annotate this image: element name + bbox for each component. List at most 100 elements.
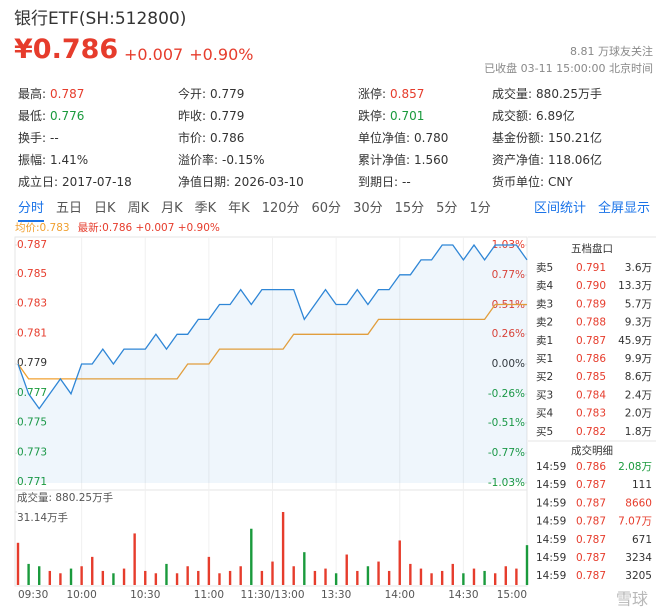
order-label: 卖3 <box>536 298 553 310</box>
period-tab[interactable]: 15分 <box>394 201 425 216</box>
stat-label: 最高: <box>18 86 47 101</box>
chart-link[interactable]: 区间统计 <box>533 201 586 216</box>
x-tick-label: 10:30 <box>130 589 160 601</box>
period-tab[interactable]: 5分 <box>436 201 458 216</box>
period-tab[interactable]: 季K <box>194 201 217 216</box>
trade-price: 0.787 <box>576 570 606 582</box>
period-tab[interactable]: 1分 <box>469 201 491 216</box>
stat-label: 基金份额: <box>492 130 545 145</box>
order-label: 卖5 <box>536 262 553 274</box>
y-tick-label: 0.787 <box>17 239 47 251</box>
x-tick-label: 14:00 <box>385 589 415 601</box>
period-tab[interactable]: 120分 <box>261 201 300 216</box>
period-tab[interactable]: 年K <box>228 201 250 216</box>
y-tick-label: 0.777 <box>17 387 47 399</box>
stats-cell: 成交量: 880.25万手 <box>492 85 652 102</box>
stats-cell: 成立日: 2017-07-18 <box>18 173 178 190</box>
y2-tick-label: -0.26% <box>488 388 525 400</box>
volume-bar <box>303 552 306 585</box>
volume-bar <box>112 573 115 585</box>
trade-price: 0.787 <box>576 552 606 564</box>
stats-cell: 今开: 0.779 <box>178 85 358 102</box>
stats-cell: 资产净值: 118.06亿 <box>492 151 652 168</box>
volume-bar <box>59 573 62 585</box>
stat-label: 资产净值: <box>492 152 545 167</box>
chart-links: 区间统计 全屏显示 <box>522 197 650 216</box>
x-tick-label: 11:30/13:00 <box>240 589 304 601</box>
stats-row: 最低: 0.776 昨收: 0.779 跌停: 0.701 成交额: 6.89亿 <box>18 104 656 126</box>
period-tab[interactable]: 月K <box>161 201 183 216</box>
volume-bar <box>80 566 83 585</box>
trade-time: 14:59 <box>536 570 566 582</box>
volume-bar <box>165 563 168 585</box>
chart-link[interactable]: 全屏显示 <box>597 201 650 216</box>
stat-value: 0.780 <box>414 130 449 145</box>
stats-row: 最高: 0.787 今开: 0.779 涨停: 0.857 成交量: 880.25万手 <box>18 82 656 104</box>
volume-bar <box>472 568 476 585</box>
followers[interactable]: 8.81 万球友关注 <box>570 45 653 58</box>
stat-label: 最低: <box>18 108 47 123</box>
order-volume: 13.3万 <box>618 280 652 292</box>
trade-time: 14:59 <box>536 552 566 564</box>
volume-bar <box>366 566 370 585</box>
market-status: 已收盘 03-11 15:00:00 北京时间 <box>484 62 653 75</box>
stat-value: -0.15% <box>222 152 265 167</box>
trade-time: 14:59 <box>536 479 566 491</box>
watermark: 雪球 <box>616 590 648 609</box>
stat-value: CNY <box>548 174 573 189</box>
stats-cell: 净值日期: 2026-03-10 <box>178 173 358 190</box>
trade-time: 14:59 <box>536 534 566 546</box>
stat-value: 1.560 <box>414 152 449 167</box>
order-price: 0.791 <box>576 262 606 274</box>
x-tick-label: 13:30 <box>321 589 351 601</box>
trade-volume: 671 <box>632 534 652 546</box>
stat-value: 150.21亿 <box>548 130 603 145</box>
order-label: 买4 <box>536 408 553 420</box>
stat-value: 118.06亿 <box>548 152 603 167</box>
stats-cell: 换手: -- <box>18 129 178 146</box>
period-tab[interactable]: 日K <box>94 201 116 216</box>
stats-row: 成立日: 2017-07-18 净值日期: 2026-03-10 到期日: -- 货币单位:… <box>18 170 656 192</box>
volume-bar <box>175 573 179 585</box>
order-volume: 9.3万 <box>625 317 652 329</box>
order-label: 卖4 <box>536 280 553 292</box>
period-tab[interactable]: 五日 <box>56 201 83 216</box>
order-label: 卖2 <box>536 317 553 329</box>
order-volume: 9.9万 <box>625 353 652 365</box>
y-tick-label: 0.785 <box>17 268 47 280</box>
y2-tick-label: 0.26% <box>492 328 525 340</box>
order-label: 买2 <box>536 371 553 383</box>
stats-cell: 溢价率: -0.15% <box>178 151 358 168</box>
volume-bar <box>409 563 412 585</box>
trade-time: 14:59 <box>536 497 566 509</box>
stats-cell: 市价: 0.786 <box>178 129 358 146</box>
stat-value: 0.787 <box>50 86 85 101</box>
stat-label: 到期日: <box>358 174 399 189</box>
volume-bar <box>515 568 518 585</box>
period-tab[interactable]: 30分 <box>353 201 383 216</box>
stat-label: 成立日: <box>18 174 59 189</box>
period-tabs: 分时 五日 日K 周K 月K 季K 年K 120分 60分 30分 15分 5分 1分 <box>18 197 503 222</box>
stat-value: 0.779 <box>210 108 245 123</box>
volume-bar <box>451 563 454 585</box>
stat-label: 换手: <box>18 130 47 145</box>
y-tick-label: 0.781 <box>17 327 47 339</box>
order-price: 0.789 <box>576 298 606 310</box>
order-price: 0.788 <box>576 317 606 329</box>
stock-title: 银行ETF(SH:512800) <box>14 9 187 29</box>
volume-bar <box>334 573 338 585</box>
period-tab[interactable]: 周K <box>127 201 150 216</box>
period-tab[interactable]: 60分 <box>311 201 342 216</box>
order-volume: 1.8万 <box>625 426 652 438</box>
stat-value: -- <box>402 174 411 189</box>
volume-bar <box>250 528 253 585</box>
volume-bar <box>345 554 348 585</box>
stat-label: 今开: <box>178 86 207 101</box>
series-line <box>17 243 528 410</box>
stats-cell: 涨停: 0.857 <box>358 85 492 102</box>
period-tab[interactable]: 分时 <box>18 197 45 222</box>
stats-cell: 昨收: 0.779 <box>178 107 358 124</box>
stat-value: 1.41% <box>50 152 89 167</box>
stat-value: 0.776 <box>50 108 85 123</box>
